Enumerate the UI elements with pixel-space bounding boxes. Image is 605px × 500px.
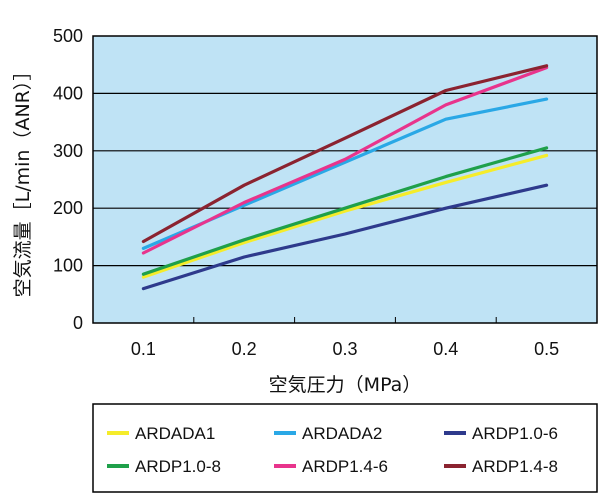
y-tick-label: 500 bbox=[53, 26, 83, 46]
legend-label: ARDADA1 bbox=[135, 424, 215, 443]
y-tick-label: 100 bbox=[53, 256, 83, 276]
x-tick-label: 0.5 bbox=[534, 339, 559, 359]
legend-label: ARDP1.0-6 bbox=[472, 424, 558, 443]
legend-label: ARDADA2 bbox=[302, 424, 382, 443]
series-line-0 bbox=[141, 153, 549, 279]
plot-area bbox=[93, 36, 597, 323]
x-tick-label: 0.4 bbox=[433, 339, 458, 359]
series-line-3 bbox=[141, 146, 549, 276]
legend-label: ARDP1.4-6 bbox=[302, 457, 388, 476]
series-line-4 bbox=[141, 65, 549, 255]
legend-label: ARDP1.0-8 bbox=[135, 457, 221, 476]
y-tick-label: 200 bbox=[53, 198, 83, 218]
y-axis-label: 空気流量［L/min（ANR）］ bbox=[12, 62, 34, 298]
x-tick-label: 0.2 bbox=[232, 339, 257, 359]
y-tick-label: 400 bbox=[53, 83, 83, 103]
legend bbox=[92, 403, 598, 493]
series-lines bbox=[141, 64, 549, 291]
x-tick-label: 0.3 bbox=[332, 339, 357, 359]
tick-labels: 0 100 200 300 400 500 0.1 0.2 0.3 0.4 0.5 bbox=[53, 26, 559, 359]
plot-frame bbox=[92, 35, 598, 324]
series-line-5 bbox=[141, 64, 549, 244]
x-axis-label: 空気圧力（MPa） bbox=[269, 374, 422, 396]
x-tick-label: 0.1 bbox=[131, 339, 156, 359]
legend-entries: ARDADA1 ARDADA2 ARDP1.0-6 ARDP1.0-8 ARDP1.4-… bbox=[107, 424, 558, 476]
legend-label: ARDP1.4-8 bbox=[472, 457, 558, 476]
series-line-2 bbox=[141, 183, 549, 291]
y-tick-label: 0 bbox=[73, 313, 83, 333]
y-tick-label: 300 bbox=[53, 141, 83, 161]
